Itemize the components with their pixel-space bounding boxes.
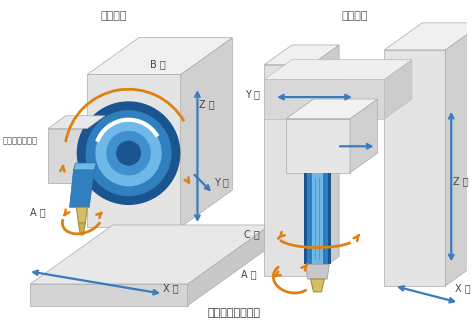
Polygon shape: [87, 75, 181, 227]
Text: （門型）: （門型）: [342, 11, 368, 20]
Circle shape: [117, 141, 140, 165]
Polygon shape: [73, 163, 96, 170]
Polygon shape: [350, 99, 377, 173]
Polygon shape: [188, 225, 270, 306]
Text: X 軸: X 軸: [163, 283, 179, 293]
Polygon shape: [181, 37, 232, 227]
Polygon shape: [30, 225, 270, 284]
Text: Z 軸: Z 軸: [200, 99, 215, 109]
Polygon shape: [48, 116, 105, 129]
Polygon shape: [384, 23, 474, 50]
Polygon shape: [76, 207, 87, 223]
Polygon shape: [446, 23, 474, 286]
Text: Y 軸: Y 軸: [214, 178, 229, 188]
Polygon shape: [264, 79, 384, 119]
Polygon shape: [304, 173, 331, 264]
Text: Y 軸: Y 軸: [245, 89, 260, 99]
Circle shape: [77, 102, 180, 204]
Polygon shape: [311, 45, 339, 276]
Polygon shape: [30, 284, 188, 306]
Text: A 軸: A 軸: [241, 269, 256, 279]
Polygon shape: [78, 223, 85, 235]
Text: A 軸: A 軸: [30, 207, 46, 217]
Polygon shape: [87, 116, 105, 183]
Polygon shape: [70, 170, 94, 207]
Text: C 軸: C 軸: [244, 229, 259, 239]
Polygon shape: [384, 60, 412, 119]
Polygon shape: [48, 129, 87, 183]
Polygon shape: [264, 65, 311, 276]
Polygon shape: [286, 119, 350, 173]
Text: 回転斜傾ヘッド: 回転斜傾ヘッド: [3, 137, 37, 146]
Text: Z 軸: Z 軸: [453, 176, 469, 186]
Polygon shape: [264, 60, 412, 79]
Circle shape: [86, 111, 171, 196]
Polygon shape: [310, 279, 324, 292]
Text: （横型）: （横型）: [100, 11, 127, 20]
Polygon shape: [307, 173, 328, 264]
Text: X 軸: X 軸: [455, 283, 471, 293]
Text: B 軸: B 軸: [150, 60, 166, 70]
Polygon shape: [311, 173, 323, 264]
Polygon shape: [306, 264, 329, 279]
Circle shape: [96, 121, 161, 186]
Polygon shape: [264, 45, 339, 65]
Text: 大物の加工に最適: 大物の加工に最適: [207, 308, 260, 317]
Polygon shape: [87, 37, 232, 75]
Polygon shape: [384, 50, 446, 286]
Polygon shape: [286, 99, 377, 119]
Circle shape: [107, 132, 150, 175]
